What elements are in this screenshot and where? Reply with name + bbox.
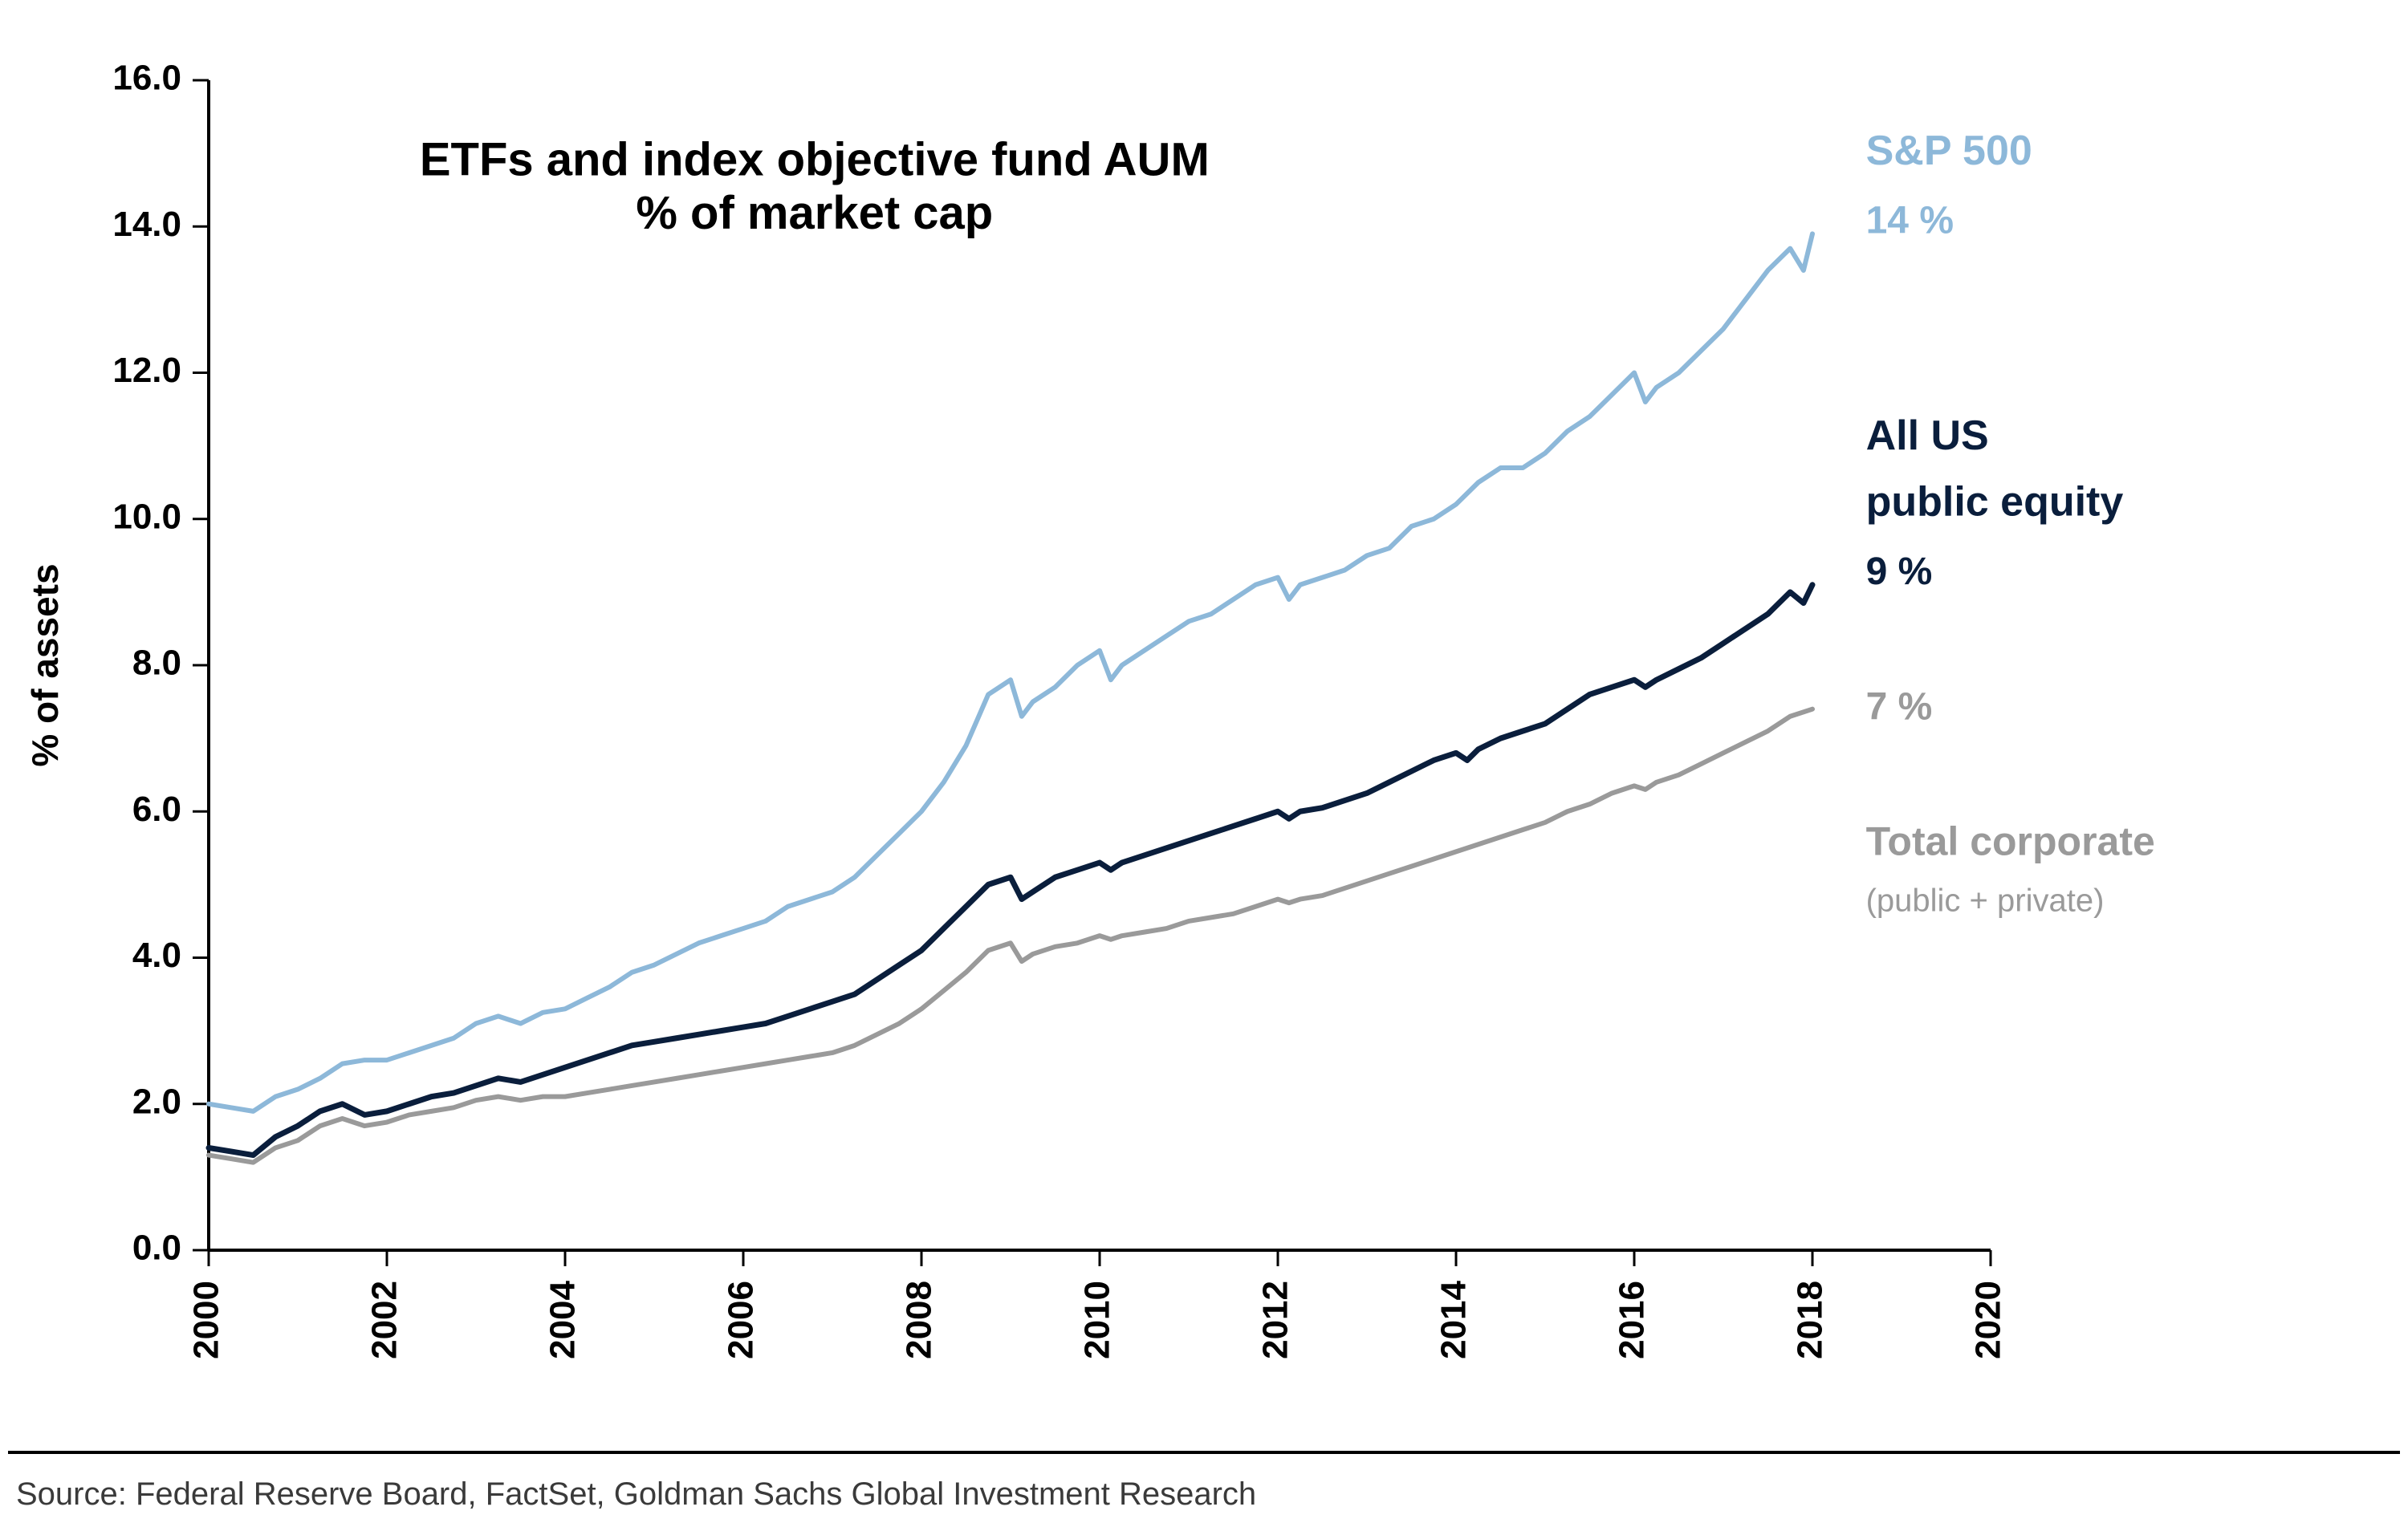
y-tick-label: 4.0 — [132, 936, 181, 975]
series-endvalue-allus: 9 % — [1866, 550, 1933, 593]
chart-container: 0.0 2.0 4.0 6.0 8.0 10.0 12.0 14.0 16.0 % of asse… — [0, 0, 2408, 1523]
y-tick-label: 6.0 — [132, 790, 181, 829]
x-tick-label: 2010 — [1078, 1281, 1117, 1359]
y-tick-label: 16.0 — [112, 59, 181, 98]
source-text: Source: Federal Reserve Board, FactSet, … — [16, 1476, 1256, 1512]
y-tick-label: 2.0 — [132, 1082, 181, 1121]
chart-title-line1: ETFs and index objective fund AUM — [420, 133, 1210, 185]
series-label-allus-2: public equity — [1866, 478, 2124, 525]
y-tick-label: 14.0 — [112, 205, 181, 244]
series-label-allus-1: All US — [1866, 412, 1989, 459]
chart-background — [0, 0, 2408, 1523]
y-axis-title: % of assets — [24, 563, 66, 766]
series-label-totcorp: Total corporate — [1866, 818, 2155, 863]
chart-svg: 0.0 2.0 4.0 6.0 8.0 10.0 12.0 14.0 16.0 % of asse… — [0, 0, 2408, 1523]
chart-title-line2: % of market cap — [636, 187, 993, 239]
y-tick-label: 12.0 — [112, 351, 181, 390]
y-tick-label: 8.0 — [132, 644, 181, 683]
x-tick-label: 2018 — [1791, 1281, 1830, 1359]
series-endvalue-sp500: 14 % — [1866, 199, 1954, 242]
series-sublabel-totcorp: (public + private) — [1866, 883, 2105, 919]
x-tick-label: 2012 — [1256, 1281, 1296, 1359]
x-tick-label: 2016 — [1613, 1281, 1652, 1359]
series-label-sp500: S&P 500 — [1866, 128, 2032, 174]
series-endvalue-totcorp: 7 % — [1866, 685, 1933, 728]
y-tick-label: 0.0 — [132, 1229, 181, 1268]
y-tick-label: 10.0 — [112, 497, 181, 536]
x-tick-label: 2000 — [187, 1281, 226, 1359]
x-tick-label: 2008 — [900, 1281, 939, 1359]
x-tick-label: 2004 — [543, 1280, 583, 1359]
x-tick-label: 2002 — [365, 1281, 405, 1359]
x-tick-label: 2020 — [1969, 1281, 2008, 1359]
x-tick-label: 2014 — [1434, 1280, 1474, 1359]
x-tick-label: 2006 — [722, 1281, 761, 1359]
